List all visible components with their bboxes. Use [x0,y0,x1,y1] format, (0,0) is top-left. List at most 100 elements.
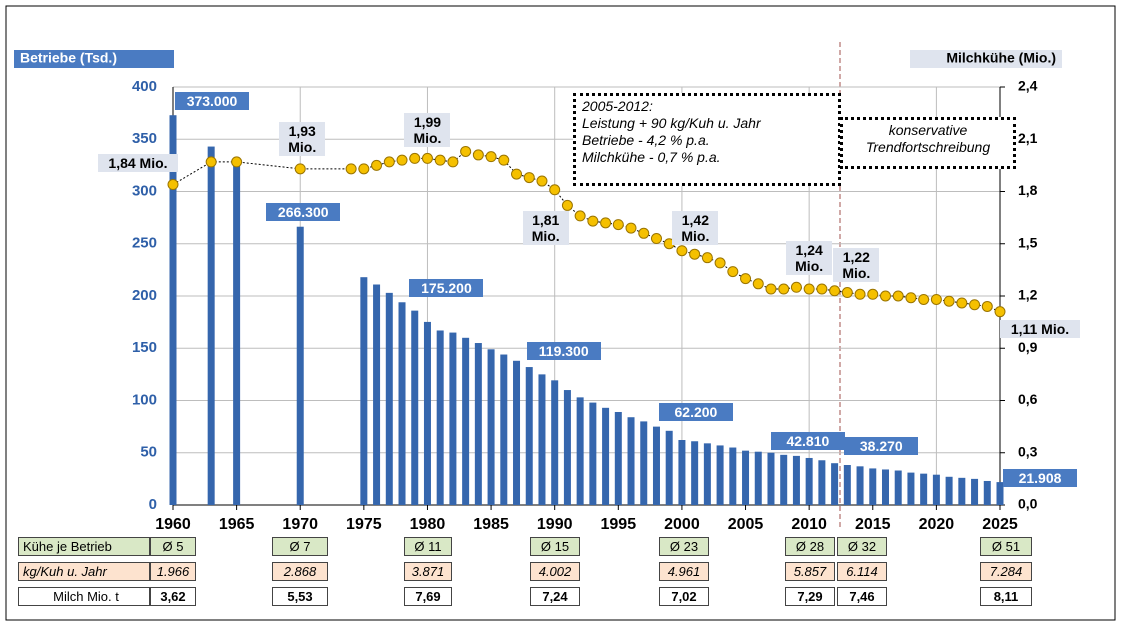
point [536,175,548,187]
point [841,287,853,299]
y2-tick-label: 0,9 [1018,339,1038,355]
bar [678,440,686,505]
table-cell: Ø 11 [404,537,452,556]
table-cell: Ø 28 [785,537,835,556]
y2-tick-label: 1,2 [1018,287,1038,303]
point [918,293,930,305]
x-tick-label: 1995 [601,516,637,533]
bar-label: 266.300 [266,202,341,221]
bar [932,474,940,505]
bar-label: 62.200 [658,403,733,421]
bar [843,465,851,505]
bar [856,466,864,505]
bar [640,421,648,505]
point [879,290,891,302]
y-tick-box [135,130,159,149]
bar [691,441,699,505]
y-tick-label: 250 [132,235,157,252]
bar [792,455,800,505]
y-tick-box [135,391,159,410]
table-cell: 8,11 [980,587,1032,606]
bar [767,452,775,505]
bar [869,468,877,505]
bar [716,445,724,505]
bar [907,472,915,505]
table-cell: 6.114 [837,562,887,581]
y2-tick-label: 0,6 [1018,391,1038,407]
x-tick-label: 1970 [282,516,318,533]
point [638,227,650,239]
bar [525,367,533,505]
bar [805,457,813,505]
point [994,306,1006,318]
bar [398,302,406,505]
bar [551,380,559,505]
x-tick-label: 1965 [219,516,255,533]
bar-label: 373.000 [175,92,249,111]
point [434,154,446,166]
bar [780,454,788,505]
point [778,283,790,295]
table-cell: 7,46 [837,587,887,606]
bar [385,292,393,505]
table-cell: Ø 23 [659,537,709,556]
table-cell: 3.871 [404,562,452,581]
point [765,283,777,295]
bar [436,330,444,505]
point [561,199,573,211]
point [981,300,993,312]
table-cell: 1.966 [150,562,196,581]
point [523,172,535,184]
x-tick-label: 1980 [410,516,446,533]
point [167,179,179,191]
y2-title-box [910,50,1062,68]
y-title-box [14,50,174,68]
x-tick-label: 1990 [537,516,573,533]
bar [169,115,177,505]
point [892,290,904,302]
point [816,283,828,295]
bar [487,349,495,505]
y-tick-label: 100 [132,391,157,408]
point [752,278,764,290]
bar [360,277,368,505]
point [676,245,688,257]
bar [754,451,762,505]
table-cell: 7,02 [659,587,709,606]
annotation-line: 2005-2012: [582,98,653,114]
point [854,288,866,300]
point [727,266,739,278]
y2-tick-label: 0,0 [1018,496,1038,512]
bar-label: 38.270 [844,437,919,455]
point [905,292,917,304]
annotation-line: Trendfortschreibung [865,139,991,155]
table-cell: 4.002 [530,562,580,581]
point [231,156,243,168]
x-tick-label: 2005 [728,516,764,533]
bar [589,402,597,505]
bar [614,411,622,505]
point [574,210,586,222]
line-label: 1,99 Mio. [404,113,451,148]
point [511,168,523,180]
point [969,299,981,311]
y2-axis-title: Milchkühe (Mio.) [946,50,1056,66]
x-tick-label: 1975 [346,516,382,533]
frame [5,5,1116,621]
y2-tick-label: 1,5 [1018,234,1038,250]
point [383,156,395,168]
point [701,252,713,264]
bar-label: 21.908 [1003,469,1077,488]
line-label: 1,84 Mio. [98,153,178,172]
y-tick-label: 150 [132,339,157,356]
point [294,163,306,175]
bar [703,443,711,505]
point [790,281,802,293]
bar [996,482,1004,505]
bar [983,480,991,505]
line-label: 1,93 Mio. [279,121,326,156]
bar [411,310,419,505]
x-tick-label: 2010 [791,516,827,533]
